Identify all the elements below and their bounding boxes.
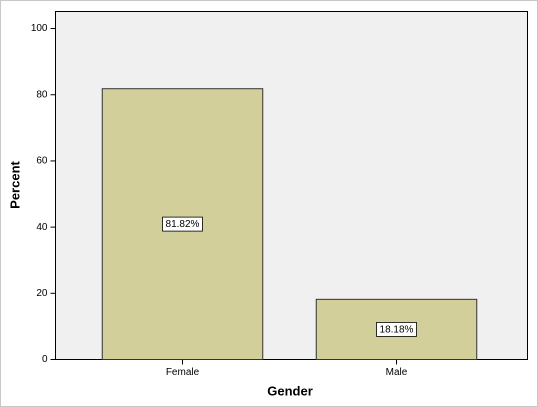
y-axis-title: Percent xyxy=(7,160,22,208)
y-tick-label: 80 xyxy=(36,89,48,100)
x-axis-title: Gender xyxy=(267,383,313,398)
y-tick-label: 100 xyxy=(31,23,48,34)
y-tick-label: 60 xyxy=(36,156,48,167)
value-label: 81.82% xyxy=(166,219,200,230)
x-tick-label: Male xyxy=(386,367,408,378)
y-tick-label: 40 xyxy=(36,222,48,233)
value-label: 18.18% xyxy=(380,325,414,336)
x-tick-label: Female xyxy=(166,367,200,378)
value-label-box xyxy=(162,216,203,232)
value-label-box xyxy=(376,322,417,337)
y-tick-label: 0 xyxy=(42,354,48,365)
y-tick-label: 20 xyxy=(36,288,48,299)
